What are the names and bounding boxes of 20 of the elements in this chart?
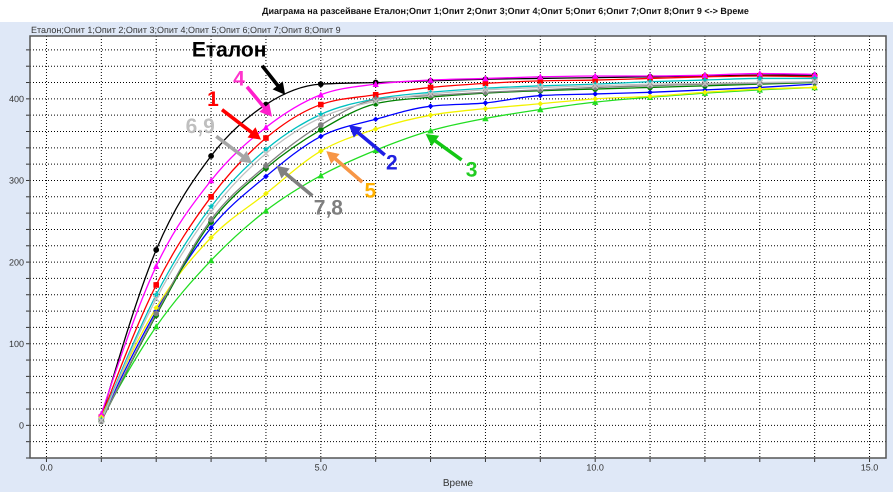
x-tick-label: 5.0 <box>314 462 328 472</box>
annotation: Еталон <box>192 38 266 62</box>
x-axis-title: Време <box>442 478 474 489</box>
annotation: 5 <box>364 180 376 203</box>
annotation: 7,8 <box>314 196 344 220</box>
y-tick-label: 200 <box>8 257 24 268</box>
x-tick-label: 10.0 <box>586 462 604 472</box>
annotation: 1 <box>207 88 220 112</box>
annotation: 6,9 <box>186 114 215 138</box>
y-tick-label: 0 <box>18 420 24 431</box>
annotation: 3 <box>466 158 478 182</box>
y-tick-label: 100 <box>8 338 24 349</box>
x-tick-label: 15.0 <box>860 462 878 472</box>
y-tick-label: 300 <box>8 176 24 186</box>
x-tick-label: 0.0 <box>40 462 53 472</box>
annotation: 4 <box>233 67 246 90</box>
y-tick-label: 400 <box>8 94 24 104</box>
chart-subtitle: Еталон;Опит 1;Опит 2;Опит 3;Опит 4;Опит 5;Опит 6;Опит 7;Опит 8;Опит 9 <box>31 25 341 35</box>
annotation: 2 <box>386 151 398 174</box>
chart-title: Диаграма на разсейване Еталон;Опит 1;Опит 2;Опит 3;Опит 4;Опит 5;Опит 6;Опит 7;Опит 8;Опит 9 <-> Време <box>261 5 750 18</box>
